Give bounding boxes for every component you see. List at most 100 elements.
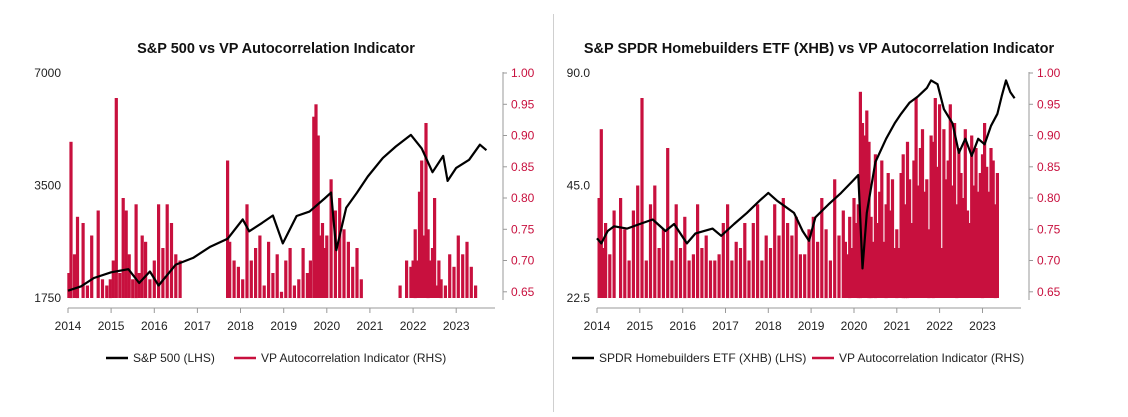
indicator-bar [359,279,363,299]
chart-panel-xhb: S&P SPDR Homebuilders ETF (XHB) vs VP Au… [556,0,1128,412]
indicator-bar [657,248,661,298]
indicator-bar [794,216,798,299]
indicator-bar [786,223,790,298]
indicator-bar [258,235,262,298]
indicator-bar [96,210,100,298]
indicator-bar [980,154,985,299]
indicator-bar [469,266,473,298]
indicator-bar [974,148,978,298]
indicator-bar [781,198,785,298]
indicator-bar [777,235,781,298]
left-axis-tick-label: 3500 [34,179,61,193]
indicator-bar [346,241,350,298]
indicator-bar [323,248,327,298]
legend-label-price: SPDR Homebuilders ETF (XHB) (LHS) [599,351,806,365]
indicator-bar [696,204,700,299]
indicator-bar [254,248,258,298]
indicator-bar [640,98,644,298]
x-axis-tick-label: 2021 [357,319,384,333]
indicator-bar [236,266,240,298]
indicator-bar [604,223,608,298]
indicator-bar [318,235,322,298]
indicator-bar [854,223,858,298]
indicator-bar [965,210,970,298]
right-axis-tick-label: 0.85 [511,160,535,174]
indicator-bar [865,110,869,298]
indicator-bar [355,248,359,298]
indicator-bar [734,241,738,298]
chart-title: S&P 500 vs VP Autocorrelation Indicator [137,41,415,57]
indicator-bar [433,198,437,298]
x-axis-tick-label: 2014 [584,319,611,333]
indicator-bar [648,204,653,299]
indicator-bar [118,273,122,298]
indicator-bar [653,185,657,298]
indicator-bar [764,235,768,298]
indicator-bar [422,235,426,298]
x-axis-tick-label: 2021 [883,319,910,333]
indicator-bar [72,254,77,298]
x-axis-tick-label: 2019 [798,319,825,333]
indicator-bar [631,210,635,298]
indicator-bar [989,148,993,298]
indicator-bar [308,260,312,298]
indicator-bar [912,160,916,298]
indicator-bar [931,141,935,299]
indicator-bar [75,216,80,299]
indicator-bar [105,285,109,298]
indicator-bar [636,185,640,298]
left-axis-tick-label: 22.5 [567,291,591,305]
indicator-bar [670,260,674,298]
indicator-bar [944,179,948,298]
x-axis-tick-label: 2018 [227,319,254,333]
indicator-bar [978,173,982,298]
indicator-bar [920,129,925,298]
indicator-bar [903,204,907,299]
indicator-bar [461,254,465,298]
indicator-bar [292,285,296,298]
indicator-bar [747,260,751,298]
indicator-bar [111,260,115,298]
indicator-bar [721,223,725,298]
indicator-bar [279,291,284,299]
indicator-bar [820,198,824,298]
indicator-bar [852,198,856,298]
indicator-bar [867,141,871,299]
indicator-bar [807,229,811,299]
indicator-bars [597,91,999,299]
left-axis-tick-label: 1750 [34,291,61,305]
indicator-bar [888,210,892,298]
x-axis-tick-label: 2022 [400,319,427,333]
right-axis-tick-label: 1.00 [511,66,535,80]
indicator-bar [623,229,627,299]
indicator-bar [608,254,612,298]
indicator-bar [918,148,922,298]
indicator-bar [140,235,144,298]
indicator-bar [803,254,807,298]
indicator-bar [738,248,743,298]
indicator-bar [428,260,432,298]
indicator-bar [871,241,875,298]
indicator-bar [691,254,695,298]
indicator-bar [67,273,71,298]
indicator-bar [249,260,253,298]
indicator-bar [942,129,946,298]
indicator-bar [985,166,989,298]
indicator-bar [717,254,721,298]
indicator-bar [320,223,325,298]
indicator-bar [430,248,435,298]
indicator-bar [935,166,940,298]
indicator-bar [972,185,976,298]
indicator-bar [890,179,895,298]
indicator-bar [886,173,890,298]
indicator-bar [743,223,747,298]
indicator-bar [413,229,417,299]
price-line [596,79,1016,270]
chart-sp500: S&P 500 vs VP Autocorrelation Indicator 7… [34,41,535,365]
indicator-bar [899,173,903,298]
indicator-bar [301,248,305,298]
indicator-bar [905,141,910,299]
right-axis-tick-label: 0.80 [1037,191,1061,205]
indicator-bar [897,248,901,298]
indicator-bar [983,123,987,298]
